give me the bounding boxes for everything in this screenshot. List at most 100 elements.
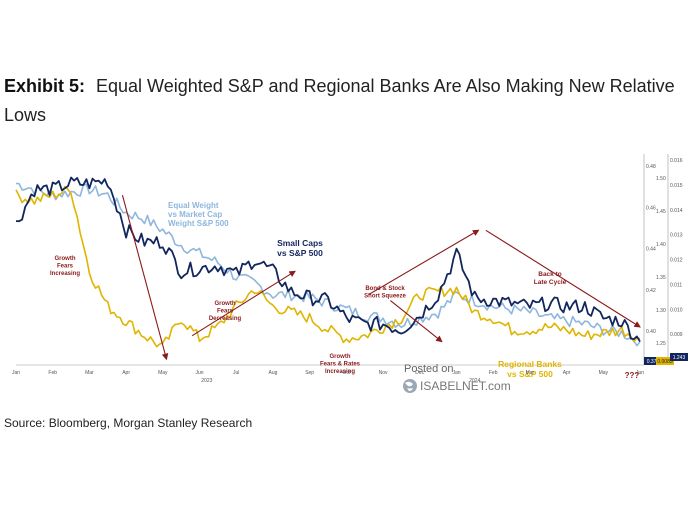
trend-arrow-2	[390, 300, 443, 343]
plot-frame	[16, 154, 669, 366]
y-right-tick-label: 0.009	[670, 332, 683, 338]
y-right-tick-label: 0.012	[670, 258, 683, 264]
badge-text: 0.372	[647, 359, 660, 365]
trend-arrows	[121, 195, 641, 361]
trend-arrow-5	[485, 229, 641, 328]
series-line-small-caps	[15, 176, 641, 343]
annotation-line: vs Market Cap	[168, 210, 222, 219]
y-mid-tick-label: 1.35	[656, 275, 666, 281]
x-tick-label: Jun	[636, 370, 644, 376]
y-mid-tick-label: 1.30	[656, 308, 666, 314]
x-tick-label: May	[158, 370, 168, 376]
y-mid-tick-label: 1.25	[656, 341, 666, 347]
annotation-line: Growth	[215, 301, 236, 307]
y-right-tick-label: 0.015	[670, 183, 683, 189]
x-tick-label: Nov	[379, 370, 388, 376]
year-label: 2023	[201, 378, 212, 384]
x-tick-label: Mar	[526, 370, 535, 376]
watermark-line-2: ISABELNET.com	[420, 379, 511, 393]
x-tick-label: Oct	[342, 370, 350, 376]
badge-bg	[670, 353, 688, 361]
y-mid-tick-label: 1.45	[656, 209, 666, 215]
annotation-line: Short Squeeze	[364, 294, 406, 300]
chart-title: Exhibit 5: Equal Weighted S&P and Regiona…	[4, 76, 694, 126]
title-line-2: Lows	[4, 105, 47, 125]
y-left-tick-label: 0.42	[646, 288, 656, 294]
annotation-line: Increasing	[50, 271, 80, 277]
annotation-line: Fears & Rates	[320, 362, 361, 368]
x-tick-label: Sep	[305, 370, 314, 376]
y-right-tick-label: 0.010	[670, 307, 683, 313]
y-right-tick-label: 0.011	[670, 282, 682, 288]
x-tick-label: Mar	[85, 370, 94, 376]
x-tick-label: Dec	[415, 370, 424, 376]
x-tick-label: Jun	[195, 370, 203, 376]
series-layer	[15, 176, 641, 348]
y-right-tick-label: 0.016	[670, 158, 683, 164]
x-tick-label: May	[599, 370, 609, 376]
annotation-line: Growth	[330, 354, 351, 360]
x-tick-label: Apr	[122, 370, 130, 376]
annotation-3: Regional Banks vs S&P 500	[498, 359, 562, 379]
x-tick-label: Aug	[268, 370, 277, 376]
annotation-1: Equal Weight vs Market Cap Weight S&P 500	[168, 201, 229, 228]
annotation-line: Weight S&P 500	[168, 219, 229, 228]
annotation-9: ???	[625, 371, 640, 380]
y-left-tick-label: 0.40	[646, 329, 656, 335]
x-tick-label: Feb	[48, 370, 57, 376]
globe-icon-land	[405, 381, 413, 391]
annotation-line: vs S&P 500	[277, 248, 323, 258]
annotation-line: Decreasing	[209, 316, 242, 322]
trend-arrow-1	[121, 195, 169, 361]
annotation-7: Bond & Stock Short Squeeze	[364, 286, 406, 300]
y-mid-tick-label: 1.40	[656, 242, 666, 248]
end-value-badge: 0.372	[644, 357, 662, 365]
axes-layer: Jan Feb Mar Apr May Jun Jul Aug Sep Oct Nov Dec Jan F…	[12, 158, 688, 384]
annotation-line: Fears	[57, 264, 74, 270]
source-note: Source: Bloomberg, Morgan Stanley Resear…	[4, 416, 253, 430]
series-line-regional-banks	[15, 185, 641, 348]
y-left-tick-label: 0.46	[646, 205, 656, 211]
annotation-line: Regional Banks	[498, 359, 562, 369]
annotation-line: vs S&P 500	[507, 369, 553, 379]
annotation-line: Late Cycle	[534, 279, 567, 286]
annotation-line: ???	[625, 371, 640, 380]
annotation-line: Fears	[217, 309, 234, 315]
trend-arrow-4	[368, 229, 480, 296]
x-tick-label: Jul	[233, 370, 239, 376]
y-left-tick-label: 0.48	[646, 164, 656, 170]
trend-arrow-3	[191, 270, 296, 337]
annotation-line: Equal Weight	[168, 201, 219, 210]
exhibit-label: Exhibit 5:	[4, 76, 86, 96]
end-value-badge: 0.0083	[656, 357, 674, 365]
end-value-badge: 1.243	[670, 353, 688, 361]
y-mid-tick-label: 1.50	[656, 176, 666, 182]
x-tick-label: Feb	[489, 370, 498, 376]
watermark-line-1: Posted on	[404, 363, 454, 375]
series-line-equal-weight	[15, 182, 641, 347]
badge-bg	[656, 357, 674, 365]
annotation-8: Back to Late Cycle	[534, 271, 567, 286]
x-tick-label: Jan	[452, 370, 460, 376]
year-label: 2024	[469, 378, 480, 384]
annotation-line: Increasing	[325, 369, 355, 375]
badge-text: 1.243	[673, 355, 686, 361]
y-left-tick-label: 0.44	[646, 247, 656, 253]
y-right-tick-label: 0.014	[670, 208, 683, 214]
watermark: Posted on ISABELNET.com	[403, 363, 511, 393]
badge-text: 0.0083	[657, 359, 673, 365]
annotation-line: Small Caps	[277, 238, 323, 248]
badge-bg	[644, 357, 662, 365]
y-right-tick-label: 0.013	[670, 233, 683, 239]
title-line-1: Equal Weighted S&P and Regional Banks Ar…	[96, 76, 675, 96]
annotation-line: Growth	[55, 256, 76, 262]
annotation-6: Growth Fears & Rates Increasing	[320, 354, 361, 375]
chart-area: Equal Weight vs Market Cap Weight S&P 500 S…	[12, 154, 688, 393]
annotation-2: Small Caps vs S&P 500	[277, 238, 323, 258]
annotation-4: Growth Fears Increasing	[50, 256, 80, 277]
annotation-line: Bond & Stock	[365, 286, 405, 292]
annotation-line: Back to	[538, 271, 562, 278]
x-tick-label: Jan	[12, 370, 20, 376]
x-tick-label: Apr	[563, 370, 571, 376]
annotations-layer: Equal Weight vs Market Cap Weight S&P 500 S…	[50, 201, 639, 380]
